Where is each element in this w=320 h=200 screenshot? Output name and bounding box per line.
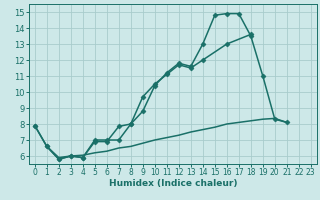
X-axis label: Humidex (Indice chaleur): Humidex (Indice chaleur) (108, 179, 237, 188)
